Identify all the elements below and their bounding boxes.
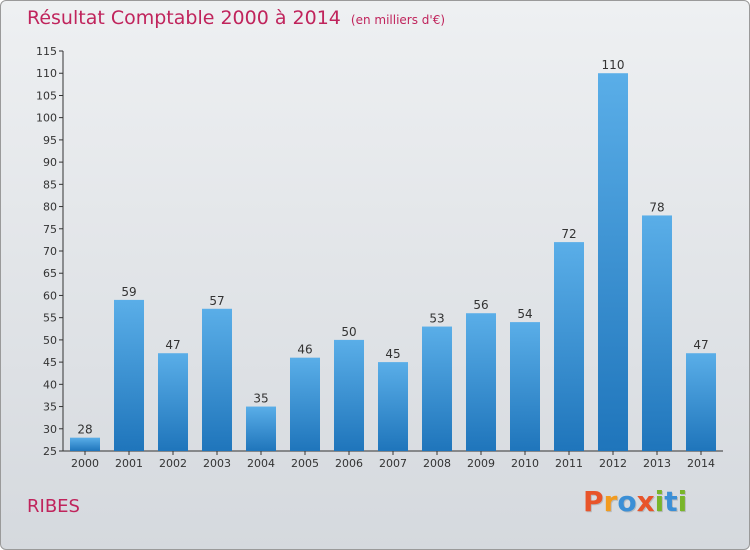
bar-2014 [686,353,716,451]
bars [70,73,716,451]
title-unit: (en milliers d'€) [350,13,446,27]
bar-2008 [422,326,452,451]
x-tick-label: 2000 [71,457,99,470]
x-tick-label: 2008 [423,457,451,470]
x-tick-label: 2009 [467,457,495,470]
y-tick-label: 25 [43,445,57,458]
data-label-2006: 50 [341,325,356,339]
y-tick-label: 110 [36,67,57,80]
y-tick-label: 100 [36,112,57,125]
bar-2003 [202,308,232,451]
data-label-2003: 57 [209,294,224,308]
y-tick-label: 75 [43,223,57,236]
bar-2000 [70,437,100,451]
bar-2012 [598,73,628,451]
x-tick-label: 2005 [291,457,319,470]
chart-title: Résultat Comptable 2000 à 2014 (en millie… [27,7,445,29]
data-label-2014: 47 [693,338,708,352]
y-tick-label: 30 [43,423,57,436]
place-name: RIBES [27,496,80,517]
y-tick-label: 85 [43,178,57,191]
brand-letter: o [617,485,637,518]
y-tick-label: 40 [43,378,57,391]
y-tick-label: 90 [43,156,57,169]
x-tick-label: 2002 [159,457,187,470]
brand-logo: Proxiti [583,485,687,518]
data-label-2007: 45 [385,347,400,361]
y-tick-label: 115 [36,45,57,58]
brand-letter: i [654,485,665,518]
data-label-2009: 56 [473,298,488,312]
data-label-2011: 72 [561,227,576,241]
y-tick-label: 65 [43,267,57,280]
bar-2002 [158,353,188,451]
brand-letter: x [636,485,655,518]
x-tick-label: 2007 [379,457,407,470]
bar-2004 [246,406,276,451]
x-tick-label: 2006 [335,457,363,470]
brand-letter: P [583,485,604,518]
y-tick-label: 60 [43,289,57,302]
x-tick-label: 2001 [115,457,143,470]
x-tick-label: 2004 [247,457,275,470]
data-label-2013: 78 [649,200,664,214]
y-tick-label: 35 [43,401,57,414]
bar-2001 [114,299,144,451]
data-label-2008: 53 [429,312,444,326]
bar-2010 [510,322,540,451]
y-tick-label: 70 [43,245,57,258]
bar-2007 [378,362,408,451]
x-tick-label: 2013 [643,457,671,470]
brand-letter: t [664,485,678,518]
data-label-2005: 46 [297,343,312,357]
y-tick-label: 45 [43,356,57,369]
x-tick-label: 2011 [555,457,583,470]
x-tick-label: 2014 [687,457,715,470]
y-tick-label: 80 [43,201,57,214]
x-tick-label: 2010 [511,457,539,470]
x-axis: 2000 2001 2002 2003 2004 2005 2006 2007 2008 2009… [63,450,723,470]
data-label-2002: 47 [165,338,180,352]
bar-2013 [642,215,672,451]
bar-2009 [466,313,496,451]
data-label-2004: 35 [253,392,268,406]
bar-2006 [334,339,364,451]
title-text: Résultat Comptable 2000 à 2014 [27,7,341,29]
data-labels: 28 59 47 57 35 46 50 45 53 56 54 72 110 78 47 [77,58,708,436]
bar-2005 [290,357,320,451]
data-label-2010: 54 [517,307,532,321]
data-label-2001: 59 [121,285,136,299]
x-tick-label: 2012 [599,457,627,470]
brand-letter: r [603,485,618,518]
y-tick-label: 105 [36,89,57,102]
y-tick-label: 95 [43,134,57,147]
x-tick-label: 2003 [203,457,231,470]
data-label-2012: 110 [602,58,625,72]
y-tick-label: 55 [43,312,57,325]
bar-2011 [554,242,584,451]
data-label-2000: 28 [77,423,92,437]
brand-letter: i [677,485,688,518]
y-tick-label: 50 [43,334,57,347]
y-axis: 25 30 35 40 45 50 55 60 65 70 75 80 85 90 95 100 105 110 1… [36,45,64,458]
